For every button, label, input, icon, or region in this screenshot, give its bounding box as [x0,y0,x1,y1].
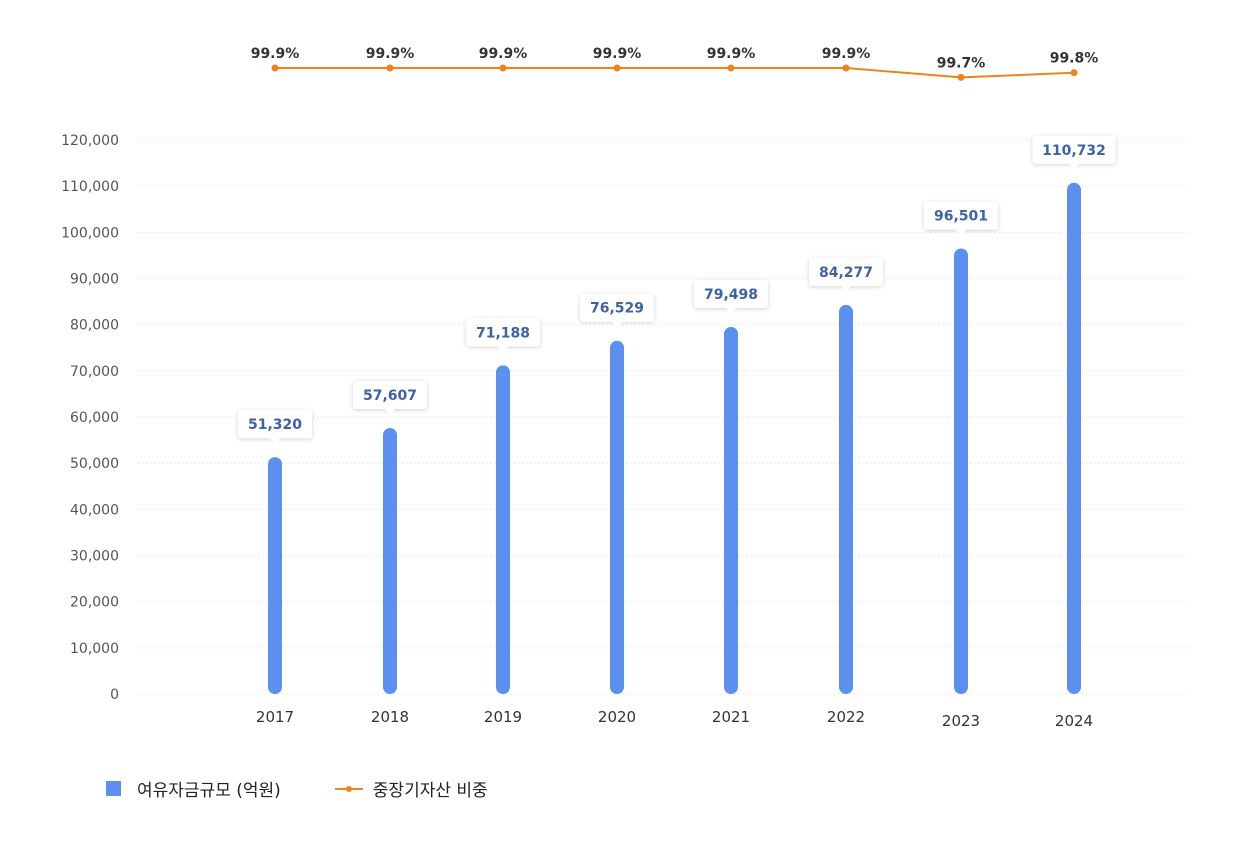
callout-box [466,318,540,347]
line-point [499,64,507,72]
line-point [842,64,850,72]
bar [268,457,282,694]
line-value-label: 99.9% [707,46,756,62]
callout-pointer [1068,162,1080,170]
y-tick-label: 50,000 [70,456,119,472]
line-value-label: 99.9% [366,46,415,62]
callout-box [809,257,883,286]
legend-line-dot [345,785,352,792]
y-tick-label: 30,000 [70,549,119,565]
bar [1067,182,1081,694]
legend-bar-label: 여유자금규모 (억원) [137,781,281,801]
x-tick-label: 2018 [371,708,409,726]
bar-value-callout: 51,320 [238,410,312,445]
x-tick-label: 2017 [256,708,294,726]
bar-value-label: 79,498 [704,287,758,303]
line-point [386,64,394,72]
y-tick-label: 0 [110,687,119,703]
bar-value-label: 57,607 [363,388,417,404]
bar [724,326,738,694]
callout-pointer [384,408,396,416]
line-point [271,64,279,72]
bar [383,428,397,694]
callout-pointer [611,320,623,328]
legend-bar-swatch [106,781,121,796]
line-value-label: 99.9% [822,46,871,62]
bar [954,248,968,694]
bar-series [268,182,1081,694]
legend-item-line: 중장기자산 비중 [334,776,488,801]
y-tick-label: 110,000 [61,179,119,195]
bar-value-callout: 79,498 [694,279,768,314]
bar-value-label: 76,529 [590,301,644,317]
callout-box [580,293,654,322]
line-point [727,64,735,72]
x-tick-label: 2020 [598,708,636,726]
bar-value-callout: 76,529 [580,293,654,328]
y-tick-label: 70,000 [70,364,119,380]
line-value-label: 99.9% [251,46,300,62]
y-tick-label: 90,000 [70,272,119,288]
callout-pointer [955,228,967,236]
line-point [613,64,621,72]
line-path [275,67,1075,79]
x-tick-label: 2022 [827,708,865,726]
y-tick-label: 80,000 [70,318,119,334]
bar-value-label: 96,501 [934,208,988,224]
legend-line-label: 중장기자산 비중 [372,781,488,801]
bar [496,365,510,694]
legend-item-bar: 여유자금규모 (억원) [106,776,281,801]
legend-line-marker [334,785,363,792]
callout-box [694,279,768,308]
y-tick-label: 60,000 [70,410,119,426]
callout-pointer [269,437,281,445]
callout-pointer [725,306,737,314]
bar-value-callout: 71,188 [466,318,540,353]
gridlines [138,139,1188,695]
line-point [1070,69,1078,77]
x-tick-label: 2019 [484,708,522,726]
bar [610,340,624,694]
bar-value-callout: 110,732 [1032,135,1116,170]
line-value-label: 99.7% [937,55,986,71]
line-series: 99.9% 99.9% 99.9% 99.9% 99.9% 99.9% 99.7% 99.8% [251,46,1099,81]
line-value-label: 99.9% [593,46,642,62]
x-tick-label: 2023 [942,712,980,730]
line-value-label: 99.9% [479,46,528,62]
line-point [957,73,965,81]
callout-box [924,201,998,230]
x-tick-label: 2021 [712,708,750,726]
callout-box [353,381,427,410]
bar-value-label: 84,277 [819,265,873,281]
bar-value-callout: 84,277 [809,257,883,292]
legend: 여유자금규모 (억원) 중장기자산 비중 [106,776,542,801]
y-tick-label: 10,000 [70,641,119,657]
y-tick-label: 100,000 [61,225,119,241]
y-tick-label: 40,000 [70,502,119,518]
callout-box [1032,135,1116,164]
y-tick-label: 20,000 [70,595,119,611]
y-axis-ticks: 0 10,000 20,000 30,000 40,000 50,000 60,000 70,… [61,133,119,703]
y-tick-label: 120,000 [61,133,119,149]
x-axis-ticks: 2017 2018 2019 2020 2021 2022 2023 2024 [256,708,1093,730]
callout-box [238,410,312,439]
bar [839,304,853,694]
bar-value-callout: 96,501 [924,201,998,236]
bar-value-callout: 57,607 [353,381,427,416]
bar-value-labels: 51,320 57,607 71,188 76,529 79,498 84,277 96,5… [238,135,1116,445]
bar-value-label: 110,732 [1042,143,1106,159]
callout-pointer [497,345,509,353]
callout-pointer [840,284,852,292]
line-value-label: 99.8% [1050,51,1099,67]
x-tick-label: 2024 [1055,712,1093,730]
bar-value-label: 51,320 [248,417,302,433]
bar-value-label: 71,188 [476,325,530,341]
